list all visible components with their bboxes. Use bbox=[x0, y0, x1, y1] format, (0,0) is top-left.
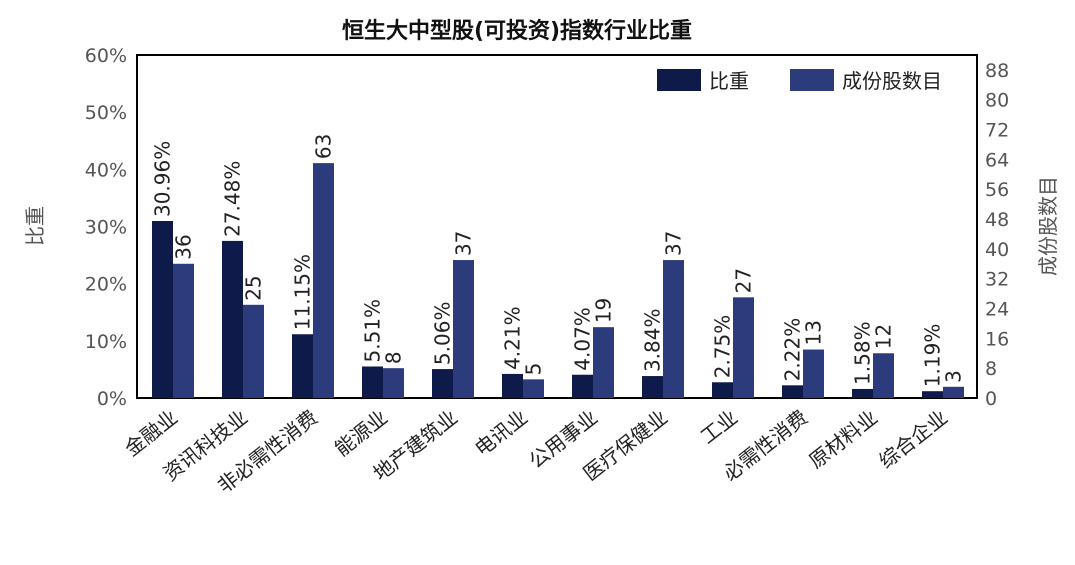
data-label-weight-2: 11.15% bbox=[291, 254, 315, 330]
y2-tick-10: 80 bbox=[985, 90, 1009, 112]
bar-count-5 bbox=[523, 379, 544, 398]
bar-weight-0 bbox=[152, 221, 173, 398]
bar-count-11 bbox=[943, 386, 964, 398]
bar-weight-8 bbox=[712, 382, 733, 398]
y2-axis-title: 成份股数目 bbox=[1036, 176, 1060, 276]
data-label-count-11: 3 bbox=[942, 370, 966, 383]
chart-title: 恒生大中型股(可投资)指数行业比重 bbox=[342, 18, 692, 44]
bar-count-4 bbox=[453, 260, 474, 398]
legend-swatch-count bbox=[790, 69, 834, 91]
data-label-weight-4: 5.06% bbox=[431, 302, 455, 366]
y2-tick-9: 72 bbox=[985, 120, 1009, 142]
legend-label-count: 成份股数目 bbox=[842, 69, 942, 93]
bar-count-9 bbox=[803, 349, 824, 398]
bar-count-1 bbox=[243, 304, 264, 398]
y2-tick-0: 0 bbox=[985, 388, 997, 410]
bar-count-2 bbox=[313, 163, 334, 398]
bar-count-3 bbox=[383, 368, 404, 398]
bar-count-0 bbox=[173, 263, 194, 398]
category-label-3: 能源业 bbox=[330, 405, 392, 461]
y-tick-2: 20% bbox=[85, 274, 127, 296]
bar-weight-10 bbox=[852, 388, 873, 398]
data-label-weight-8: 2.75% bbox=[711, 315, 735, 379]
legend: 比重 成份股数目 bbox=[657, 69, 942, 93]
y2-tick-6: 48 bbox=[985, 209, 1009, 231]
y-axis-title: 比重 bbox=[23, 206, 47, 246]
data-label-count-5: 5 bbox=[522, 363, 546, 376]
bar-count-8 bbox=[733, 297, 754, 398]
y-tick-1: 10% bbox=[85, 331, 127, 353]
bar-count-10 bbox=[873, 353, 894, 398]
y2-tick-3: 24 bbox=[985, 299, 1009, 321]
data-label-weight-3: 5.51% bbox=[361, 299, 385, 363]
data-label-weight-5: 4.21% bbox=[501, 306, 525, 370]
data-label-count-2: 63 bbox=[312, 134, 336, 159]
bar-weight-5 bbox=[502, 373, 523, 398]
bar-weight-9 bbox=[782, 385, 803, 398]
left-axis: 0% 10% 20% 30% 40% 50% 60% bbox=[85, 45, 127, 410]
bar-weight-1 bbox=[222, 240, 243, 398]
data-label-weight-7: 3.84% bbox=[641, 309, 665, 373]
bars-group bbox=[152, 163, 964, 398]
category-label-8: 工业 bbox=[696, 405, 742, 449]
y-tick-3: 30% bbox=[85, 217, 127, 239]
legend-label-weight: 比重 bbox=[709, 69, 749, 93]
y2-tick-11: 88 bbox=[985, 60, 1009, 82]
data-label-count-8: 27 bbox=[732, 268, 756, 293]
data-label-weight-1: 27.48% bbox=[221, 161, 245, 237]
data-labels-group: 30.96% 36 27.48% 25 11.15% 63 5.51%8 5.06% 37 4.2… bbox=[151, 134, 966, 388]
bar-weight-7 bbox=[642, 376, 663, 398]
bar-weight-6 bbox=[572, 374, 593, 398]
y-tick-4: 40% bbox=[85, 159, 127, 181]
y2-tick-4: 32 bbox=[985, 269, 1009, 291]
data-label-count-3: 8 bbox=[382, 351, 406, 364]
plot-frame bbox=[136, 54, 978, 399]
data-label-weight-11: 1.19% bbox=[921, 324, 945, 388]
y-tick-6: 60% bbox=[85, 45, 127, 67]
y2-tick-5: 40 bbox=[985, 239, 1009, 261]
data-label-weight-9: 2.22% bbox=[781, 318, 805, 382]
data-label-weight-0: 30.96% bbox=[151, 141, 175, 217]
category-label-0: 金融业 bbox=[120, 405, 182, 461]
category-label-10: 原材料业 bbox=[804, 405, 882, 473]
data-label-count-1: 25 bbox=[242, 275, 266, 300]
bar-weight-2 bbox=[292, 334, 313, 398]
y-tick-0: 0% bbox=[97, 388, 127, 410]
category-label-5: 电讯业 bbox=[470, 405, 532, 461]
category-label-11: 综合企业 bbox=[874, 405, 952, 473]
data-label-weight-10: 1.58% bbox=[851, 321, 875, 385]
bar-count-6 bbox=[593, 327, 614, 398]
data-label-weight-6: 4.07% bbox=[571, 307, 595, 371]
data-label-count-4: 37 bbox=[452, 231, 476, 256]
bar-weight-3 bbox=[362, 366, 383, 398]
bar-weight-11 bbox=[922, 391, 943, 398]
data-label-count-9: 13 bbox=[802, 320, 826, 345]
bar-weight-4 bbox=[432, 369, 453, 398]
data-label-count-7: 37 bbox=[662, 231, 686, 256]
y2-tick-1: 8 bbox=[985, 358, 997, 380]
y2-tick-7: 56 bbox=[985, 179, 1009, 201]
y-tick-5: 50% bbox=[85, 102, 127, 124]
right-axis: 0 8 16 24 32 40 48 56 64 72 80 88 bbox=[985, 60, 1009, 410]
bar-count-7 bbox=[663, 260, 684, 398]
data-label-count-10: 12 bbox=[872, 324, 896, 349]
y2-tick-8: 64 bbox=[985, 149, 1009, 171]
y2-tick-2: 16 bbox=[985, 328, 1009, 350]
data-label-count-0: 36 bbox=[172, 234, 196, 259]
data-label-count-6: 19 bbox=[592, 298, 616, 323]
legend-swatch-weight bbox=[657, 69, 701, 91]
